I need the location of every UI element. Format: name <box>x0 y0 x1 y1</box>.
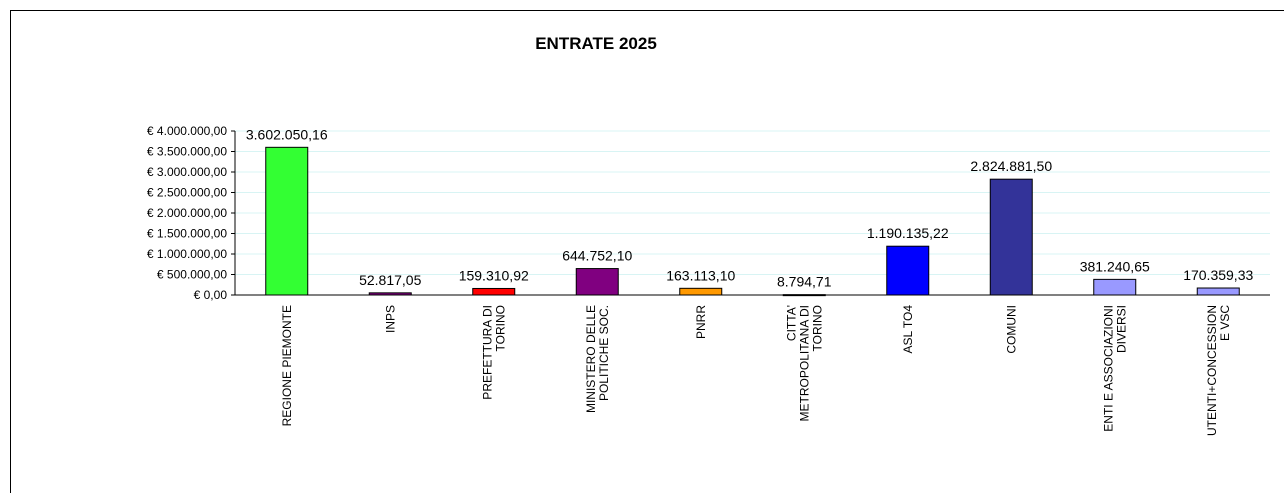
x-tick-label: CITTA'METROPOLITANA DITORINO <box>784 305 824 421</box>
value-label: 1.190.135,22 <box>867 225 949 241</box>
value-label: 644.752,10 <box>562 248 632 264</box>
bar <box>265 146 309 296</box>
y-tick-label: € 3.000.000,00 <box>147 165 227 179</box>
value-label: 381.240,65 <box>1080 258 1150 274</box>
x-tick-label: ASL TO4 <box>901 305 915 354</box>
value-label: 159.310,92 <box>459 267 529 283</box>
value-label: 2.824.881,50 <box>970 158 1052 174</box>
value-label: 170.359,33 <box>1183 267 1253 283</box>
bar <box>886 245 930 296</box>
x-tick-label: UTENTI+CONCESSIONE VSC <box>1205 305 1232 436</box>
bar <box>368 292 412 296</box>
x-tick-label: COMUNI <box>1004 305 1018 354</box>
y-tick-label: € 0,00 <box>194 288 228 302</box>
x-tick-label: PREFETTURA DITORINO <box>480 305 507 400</box>
x-tick-label: PNRR <box>694 305 708 339</box>
value-label: 163.113,10 <box>666 267 735 283</box>
value-label: 8.794,71 <box>777 274 832 290</box>
value-label: 52.817,05 <box>359 272 421 288</box>
y-tick-label: € 2.500.000,00 <box>147 186 227 200</box>
x-tick-label: MINISTERO DELLEPOLITICHE SOC. <box>584 305 611 413</box>
bar <box>1196 287 1240 296</box>
x-tick-label: REGIONE PIEMONTE <box>280 305 294 426</box>
x-tick-label: INPS <box>383 305 397 333</box>
y-tick-label: € 1.500.000,00 <box>147 227 227 241</box>
bar <box>679 287 723 296</box>
bar <box>1093 278 1137 296</box>
bar <box>989 178 1033 296</box>
bar <box>472 287 516 296</box>
chart-title: ENTRATE 2025 <box>535 34 657 53</box>
y-tick-label: € 4.000.000,00 <box>147 124 227 138</box>
y-tick-label: € 3.500.000,00 <box>147 145 227 159</box>
y-tick-label: € 500.000,00 <box>157 268 227 282</box>
value-label: 3.602.050,16 <box>246 126 328 142</box>
y-tick-label: € 2.000.000,00 <box>147 206 227 220</box>
x-tick-label: ENTI E ASSOCIAZIONIDIVERSI <box>1101 305 1128 432</box>
y-tick-label: € 1.000.000,00 <box>147 247 227 261</box>
bar <box>782 294 826 297</box>
chart-frame <box>10 10 1284 493</box>
bar <box>575 268 619 296</box>
